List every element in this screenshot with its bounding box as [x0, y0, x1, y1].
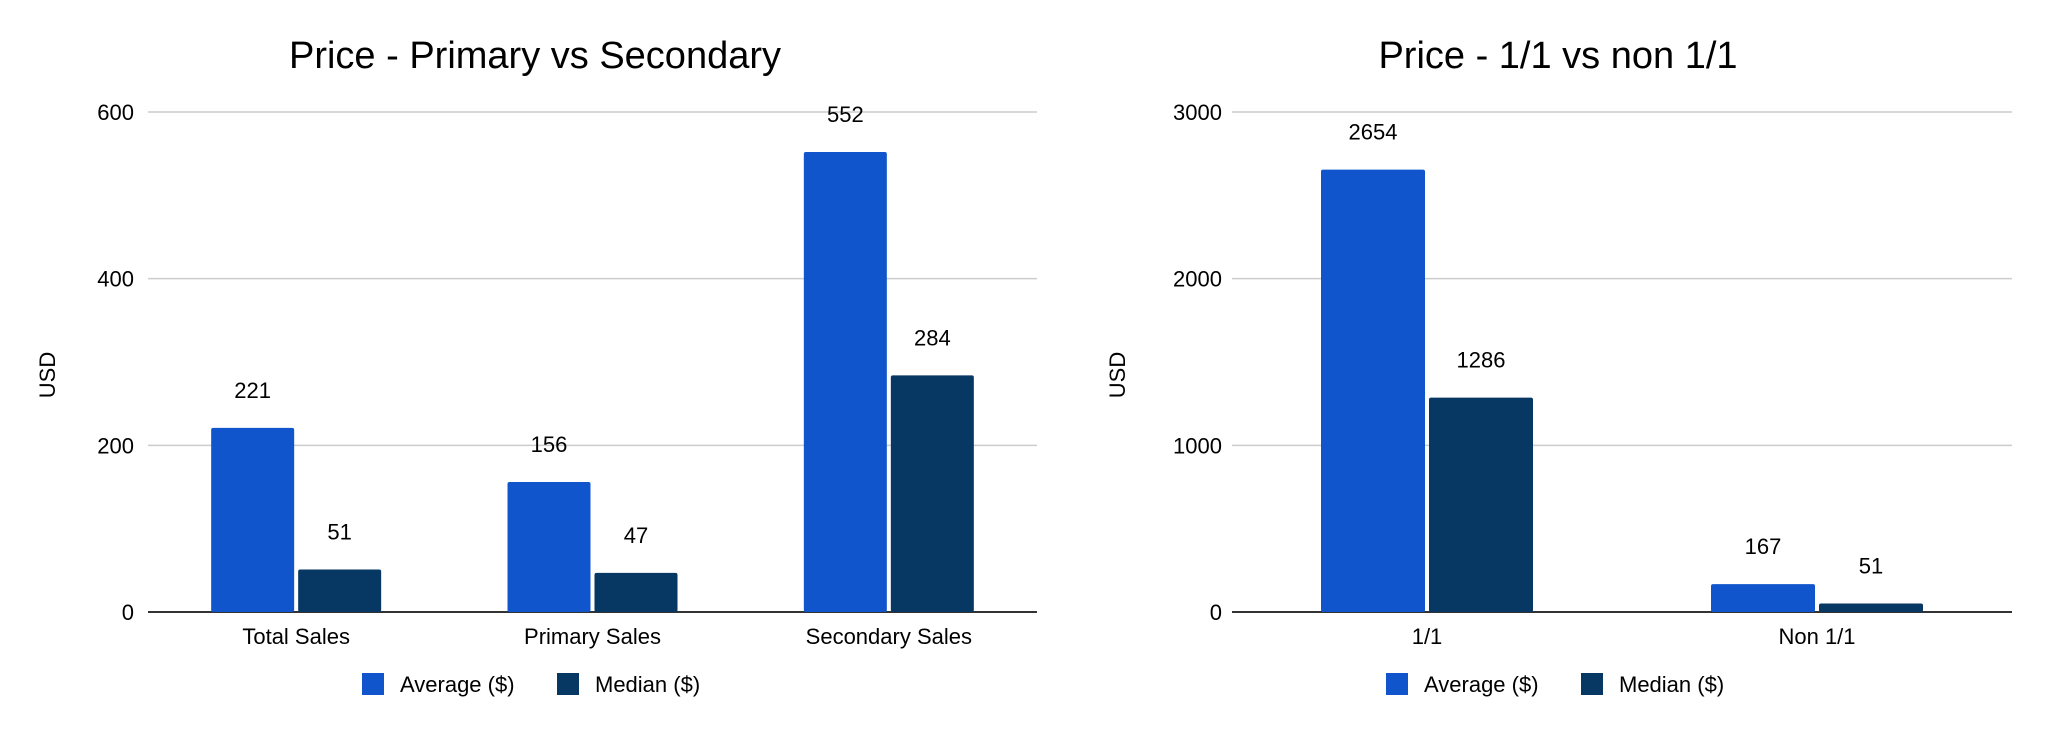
- data-label: 167: [1745, 534, 1782, 559]
- y-tick-label: 200: [97, 433, 134, 458]
- legend-swatch-median: [1581, 673, 1603, 695]
- legend-swatch-median: [557, 673, 579, 695]
- x-tick-labels: 1/1 Non 1/1: [1412, 624, 1856, 649]
- legend-label-median: Median ($): [1619, 672, 1724, 697]
- data-label: 1286: [1457, 348, 1506, 373]
- gridlines: [148, 111, 1037, 613]
- data-label: 47: [624, 523, 648, 548]
- y-tick-label: 400: [97, 267, 134, 292]
- data-labels: 2654 1286 167 51: [1349, 120, 1884, 579]
- data-labels: 221 51 156 47 552 284: [234, 102, 950, 548]
- chart-title: Price - 1/1 vs non 1/1: [1378, 35, 1737, 77]
- y-tick-label: 1000: [1173, 433, 1222, 458]
- bar-average: [1711, 584, 1815, 612]
- y-ticks: 0 1000 2000 3000: [1173, 100, 1222, 625]
- y-tick-label: 600: [97, 100, 134, 125]
- chart-primary-vs-secondary: Price - Primary vs Secondary USD 0 200 400…: [35, 35, 1037, 697]
- y-tick-label: 3000: [1173, 100, 1222, 125]
- bar-average: [211, 427, 295, 612]
- bars: [211, 152, 974, 612]
- y-tick-label: 0: [1210, 600, 1222, 625]
- legend-label-average: Average ($): [1424, 672, 1539, 697]
- chart-title: Price - Primary vs Secondary: [289, 35, 781, 77]
- x-tick-labels: Total Sales Primary Sales Secondary Sales: [242, 624, 972, 649]
- x-tick-label: 1/1: [1412, 624, 1443, 649]
- data-label: 2654: [1349, 120, 1398, 145]
- y-ticks: 0 200 400 600: [97, 100, 134, 625]
- bars: [1321, 169, 1923, 612]
- data-label: 51: [1859, 554, 1883, 579]
- legend-label-median: Median ($): [595, 672, 700, 697]
- data-label: 552: [827, 102, 864, 127]
- data-label: 156: [531, 432, 568, 457]
- bar-median: [1819, 603, 1923, 612]
- bar-average: [507, 482, 591, 612]
- legend: Average ($) Median ($): [362, 672, 700, 697]
- x-tick-label: Secondary Sales: [806, 624, 972, 649]
- bar-median: [594, 572, 678, 612]
- data-label: 51: [327, 520, 351, 545]
- y-axis-label: USD: [1105, 352, 1130, 398]
- bar-average: [803, 152, 887, 612]
- legend-swatch-average: [1386, 673, 1408, 695]
- chart-1of1-vs-non: Price - 1/1 vs non 1/1 USD 0 1000 2000 3000…: [1105, 35, 2012, 697]
- legend: Average ($) Median ($): [1386, 672, 1724, 697]
- y-tick-label: 2000: [1173, 267, 1222, 292]
- bar-median: [1429, 397, 1533, 612]
- legend-swatch-average: [362, 673, 384, 695]
- data-label: 221: [234, 378, 271, 403]
- data-label: 284: [914, 325, 951, 350]
- bar-median: [298, 569, 382, 612]
- y-axis-label: USD: [35, 352, 60, 398]
- x-tick-label: Primary Sales: [524, 624, 661, 649]
- bar-average: [1321, 169, 1425, 612]
- x-tick-label: Total Sales: [242, 624, 350, 649]
- bar-median: [890, 375, 974, 612]
- x-tick-label: Non 1/1: [1778, 624, 1855, 649]
- y-tick-label: 0: [122, 600, 134, 625]
- legend-label-average: Average ($): [400, 672, 515, 697]
